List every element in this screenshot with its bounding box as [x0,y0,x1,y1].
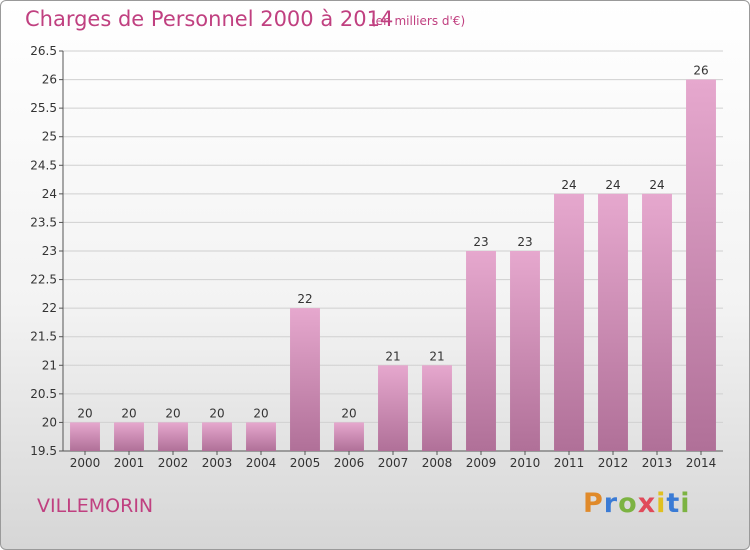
chart-subtitle: (en milliers d'€) [371,14,466,28]
bar-2010 [510,251,540,451]
bar-2005 [290,308,320,451]
y-tick-label: 25.5 [30,101,57,115]
bar-2006 [334,422,364,451]
y-tick-label: 26.5 [30,44,57,58]
y-tick-label: 20 [42,415,57,429]
chart-title: Charges de Personnel 2000 à 2014 [25,7,394,31]
bar-2002 [158,422,188,451]
y-tick-label: 21 [42,358,57,372]
data-labels: 20 20 20 20 20 22 20 21 21 23 23 24 24 24 26 [77,64,708,421]
bars [70,79,716,452]
y-tick-label: 24.5 [30,158,57,172]
x-tick-label-2010: 2010 [510,456,541,470]
data-label-2013: 24 [649,178,664,192]
x-tick-label-2002: 2002 [158,456,189,470]
bar-2000 [70,422,100,451]
y-tick-label: 19.5 [30,444,57,458]
data-label-2010: 23 [517,235,532,249]
data-label-2003: 20 [209,406,224,420]
x-tick-label-2009: 2009 [466,456,497,470]
y-tick-label: 21.5 [30,330,57,344]
y-tick-label: 22.5 [30,273,57,287]
y-tick-label: 23 [42,244,57,258]
logo-letter: t [666,488,681,519]
data-label-2004: 20 [253,406,268,420]
data-label-2009: 23 [473,235,488,249]
bar-2012 [598,193,628,451]
data-label-2012: 24 [605,178,620,192]
y-tick-label: 26 [42,73,57,87]
x-tick-label-2014: 2014 [686,456,717,470]
bar-2009 [466,251,496,451]
y-tick-label: 25 [42,130,57,144]
logo-letter: P [583,488,604,519]
x-tick-label-2003: 2003 [202,456,233,470]
logo-letter: x [637,488,657,519]
logo-letter: o [618,488,638,519]
y-tick-label: 20.5 [30,387,57,401]
y-tick-label: 24 [42,187,57,201]
y-tick-label: 22 [42,301,57,315]
logo-letter: i [680,488,691,519]
bar-2014 [686,79,716,452]
data-label-2005: 22 [297,292,312,306]
logo-letter: r [603,488,619,519]
x-tick-label-2005: 2005 [290,456,321,470]
bar-2011 [554,193,584,451]
data-label-2000: 20 [77,406,92,420]
x-tick-label-2008: 2008 [422,456,453,470]
x-tick-label-2006: 2006 [334,456,365,470]
x-tick-label-2000: 2000 [70,456,101,470]
data-label-2008: 21 [429,349,444,363]
x-tick-label-2007: 2007 [378,456,409,470]
x-tick-label-2011: 2011 [554,456,585,470]
bar-2001 [114,422,144,451]
data-label-2001: 20 [121,406,136,420]
proxiti-logo: Proxiti [583,488,691,519]
x-tick-label-2001: 2001 [114,456,145,470]
bar-2008 [422,365,452,451]
data-label-2007: 21 [385,349,400,363]
data-label-2011: 24 [561,178,576,192]
x-tick-label-2013: 2013 [642,456,673,470]
city-name: VILLEMORIN [37,495,154,517]
data-label-2002: 20 [165,406,180,420]
data-label-2014: 26 [693,64,708,78]
data-label-2006: 20 [341,406,356,420]
y-tick-label: 23.5 [30,215,57,229]
bar-2007 [378,365,408,451]
bar-2013 [642,193,672,451]
bar-2003 [202,422,232,451]
x-tick-label-2004: 2004 [246,456,277,470]
bar-2004 [246,422,276,451]
logo-letter: i [656,488,667,519]
x-tick-label-2012: 2012 [598,456,629,470]
